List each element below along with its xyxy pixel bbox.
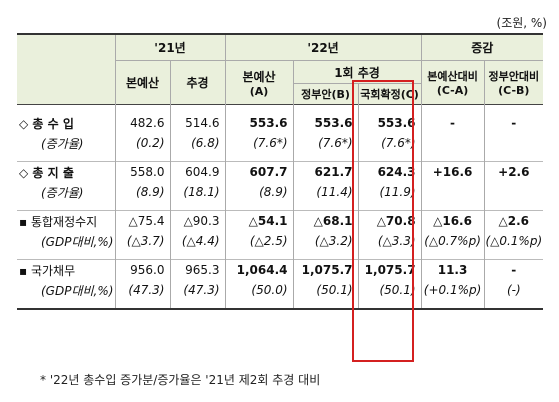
header-vs-orig: 본예산대비 (C-A) <box>420 60 485 105</box>
header-orig: 본예산 <box>114 60 170 105</box>
header-vs-gov: 정부안대비 (C-B) <box>483 60 544 105</box>
header-final: 국회확정(C) <box>357 83 422 105</box>
header-supp: 추경 <box>169 60 226 105</box>
header-blank <box>17 33 115 105</box>
unit-label: (조원, %) <box>496 16 547 30</box>
header-y21: '21년 <box>114 33 226 61</box>
header-y22: '22년 <box>224 33 422 61</box>
row-expenditure-rate: (증가율) (8.9) (18.1) (8.9) (11.4) (11.9) <box>17 182 544 202</box>
row-expenditure: ◇ 총 지 출 558.0 604.9 607.7 621.7 624.3 +16.6… <box>17 161 544 182</box>
row-revenue-rate: (증가율) (0.2) (6.8) (7.6*) (7.6*) (7.6*) <box>17 133 544 153</box>
header-gov: 정부안(B) <box>292 83 359 105</box>
budget-table: '21년 '22년 증감 본예산 추경 본예산 (A) 1회 추경 본예산대비 (C… <box>17 33 544 310</box>
row-balance-gdp: (GDP대비,%) (△3.7) (△4.4) (△2.5) (△3.2) (△3.… <box>17 231 544 251</box>
row-balance: ▪ 통합재정수지 △75.4 △90.3 △54.1 △68.1 △70.8 △16.… <box>17 210 544 231</box>
footnote: * '22년 총수입 증가분/증가율은 '21년 제2회 추경 대비 <box>40 373 321 387</box>
row-debt: ▪ 국가채무 956.0 965.3 1,064.4 1,075.7 1,075.7… <box>17 259 544 280</box>
row-revenue: ◇ 총 수 입 482.6 514.6 553.6 553.6 553.6- - <box>17 113 544 133</box>
header-change: 증감 <box>420 33 544 61</box>
row-debt-gdp: (GDP대비,%) (47.3) (47.3) (50.0) (50.1) (50.… <box>17 280 544 300</box>
header-orig-a: 본예산 (A) <box>224 60 294 105</box>
header-first-supp: 1회 추경 <box>292 60 422 84</box>
